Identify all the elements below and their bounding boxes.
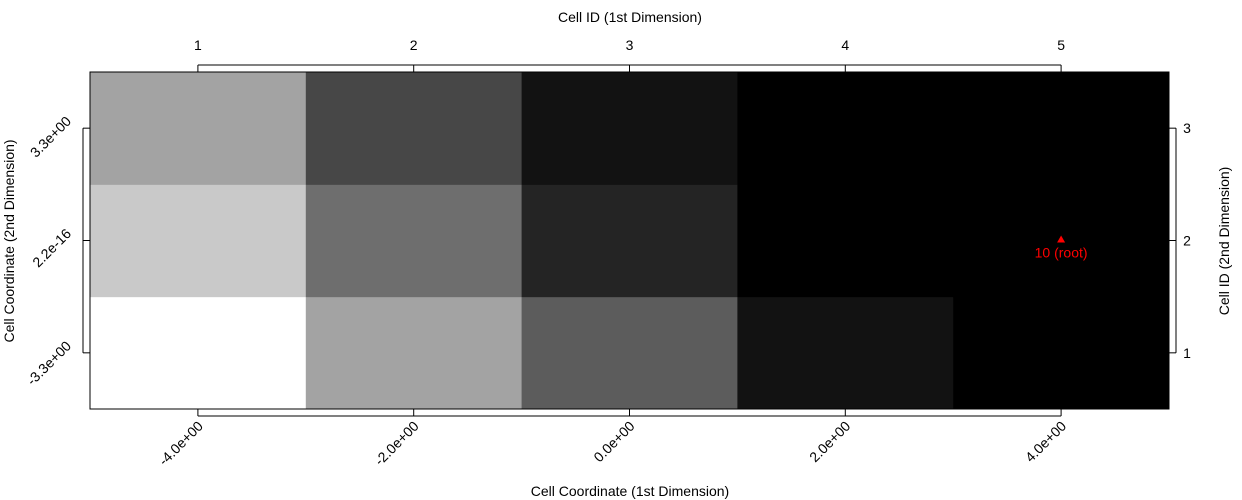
annotation-group: 10 (root) (1035, 235, 1088, 261)
heatmap-cell (737, 296, 954, 410)
y-tick-label: 2.2e-16 (29, 225, 74, 270)
y2-tick-label: 3 (1183, 120, 1191, 136)
heatmap-cell (90, 184, 307, 298)
x-tick-label: -4.0e+00 (155, 418, 206, 469)
root-marker-triangle (1057, 235, 1066, 243)
x2-tick-label: 5 (1057, 37, 1065, 53)
y-axis-label: Cell Coordinate (2nd Dimension) (1, 139, 17, 342)
heatmap-cell (90, 296, 307, 410)
x-tick-label: 2.0e+00 (806, 418, 854, 466)
heatmap-cell (521, 184, 738, 298)
x2-tick-label: 4 (841, 37, 849, 53)
heatmap-cell (305, 184, 523, 298)
y2-tick-label: 2 (1183, 233, 1191, 249)
heatmap-cell (737, 72, 954, 185)
x2-tick-label: 1 (194, 37, 202, 53)
y2-axis-label: Cell ID (2nd Dimension) (1216, 167, 1232, 316)
x-tick-label: 0.0e+00 (590, 418, 638, 466)
heatmap-cell (305, 72, 523, 185)
y-tick-label: -3.3e+00 (23, 337, 74, 388)
root-annotation-label: 10 (root) (1035, 245, 1088, 261)
y-tick-label: 3.3e+00 (27, 113, 75, 161)
heatmap-cell (521, 72, 738, 185)
heatmap-cell (521, 296, 738, 410)
x2-tick-label: 3 (626, 37, 634, 53)
x-tick-label: 4.0e+00 (1022, 418, 1070, 466)
x2-axis-label: Cell ID (1st Dimension) (558, 9, 702, 25)
x2-tick-label: 2 (410, 37, 418, 53)
x-tick-label: -2.0e+00 (371, 418, 422, 469)
heatmap-cell (305, 296, 523, 410)
heatmap-cell (953, 72, 1170, 185)
x-axis-label: Cell Coordinate (1st Dimension) (531, 483, 729, 499)
heatmap-cells (90, 72, 1170, 410)
y2-tick-label: 1 (1183, 345, 1191, 361)
heatmap-cell (737, 184, 954, 298)
heatmap-cell (953, 296, 1170, 410)
heatmap-cell (90, 72, 307, 185)
